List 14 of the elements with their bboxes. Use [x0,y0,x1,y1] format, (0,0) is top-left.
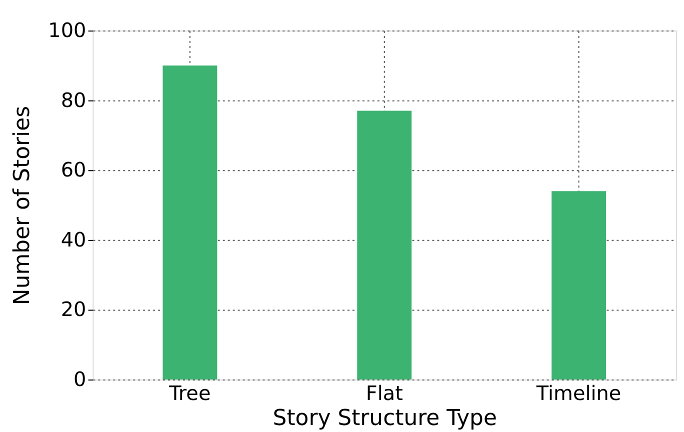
y-axis-title: Number of Stories [10,106,36,306]
y-tick-label: 0 [74,367,86,392]
bar [552,191,606,380]
bar [162,65,218,380]
y-tick-label: 100 [48,18,86,42]
x-axis-title: Story Structure Type [272,406,497,431]
y-tick-label: 20 [60,297,86,322]
x-tick-label: Timeline [535,380,622,405]
y-tick-label: 40 [60,227,86,252]
x-tick-label: Flat [366,380,404,405]
y-tick-label: 80 [60,88,86,112]
bar [357,110,412,380]
x-tick-label: Tree [168,380,211,405]
y-tick-label: 60 [60,158,86,182]
